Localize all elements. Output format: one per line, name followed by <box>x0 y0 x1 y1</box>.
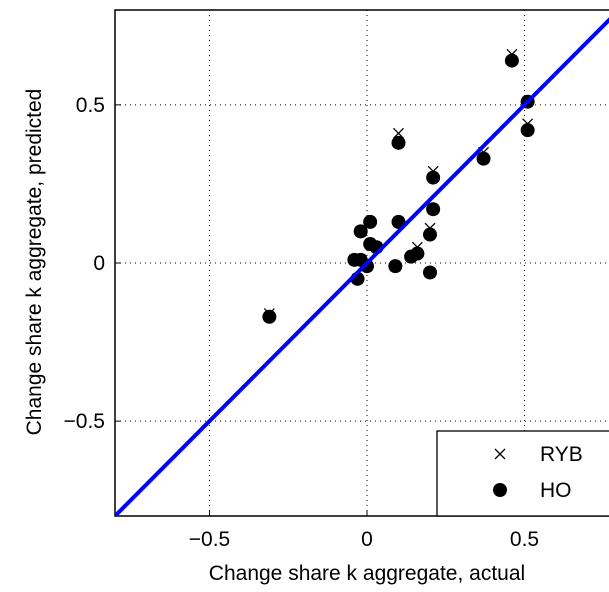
data-point <box>360 259 374 274</box>
legend-label: HO <box>540 479 572 502</box>
data-point <box>353 224 368 239</box>
data-point <box>423 227 437 242</box>
x-tick-label: 0 <box>361 528 373 551</box>
y-axis-label: Change share k aggregate, predicted <box>23 89 46 436</box>
data-point <box>363 214 378 229</box>
data-point <box>391 135 406 150</box>
data-point <box>423 265 437 280</box>
x-tick-label: 0.5 <box>510 528 539 551</box>
data-point <box>520 123 535 138</box>
plot-area <box>115 10 609 516</box>
legend-marker <box>493 483 507 497</box>
x-tick-label: −0.5 <box>189 528 230 551</box>
legend-marker <box>494 448 506 460</box>
data-point <box>426 170 441 185</box>
x-axis-label: Change share k aggregate, actual <box>209 562 525 585</box>
data-point <box>476 151 491 166</box>
y-tick-label: 0 <box>93 252 105 275</box>
fit-line <box>115 17 609 516</box>
y-tick-label: 0.5 <box>76 94 105 117</box>
data-point <box>410 246 425 261</box>
data-point <box>504 53 519 68</box>
legend-box <box>436 430 609 517</box>
data-point <box>426 202 441 217</box>
data-point <box>388 259 403 274</box>
legend-label: RYB <box>540 443 583 466</box>
y-tick-label: −0.5 <box>64 410 105 433</box>
legend: RYB HO <box>436 430 609 517</box>
data-point <box>262 309 277 324</box>
